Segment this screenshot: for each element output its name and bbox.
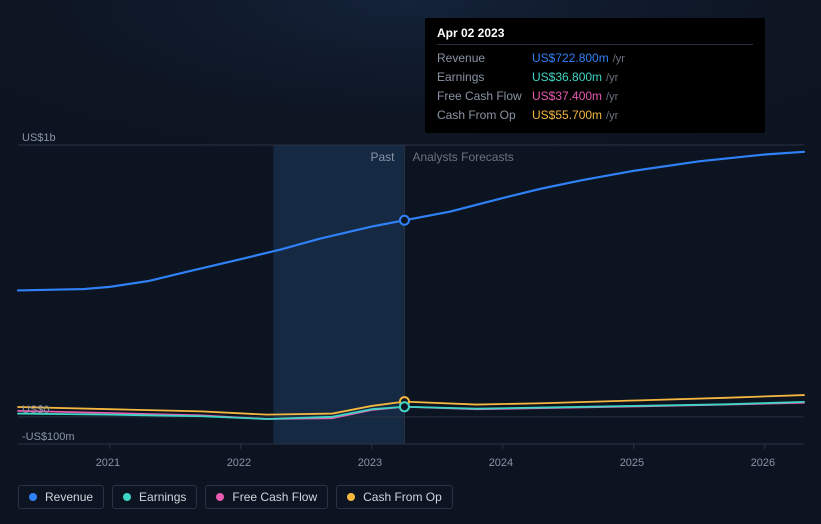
x-axis-label: 2024: [489, 457, 513, 469]
legend-item-label: Revenue: [45, 490, 93, 504]
legend-item-label: Earnings: [139, 490, 186, 504]
financials-chart: US$1b US$0 -US$100m 2021 2022 2023 2024 2025 20…: [0, 0, 821, 524]
tooltip-row: Cash From OpUS$55.700m/yr: [437, 106, 753, 125]
x-axis-label: 2021: [96, 457, 120, 469]
x-axis-label: 2025: [620, 457, 644, 469]
tooltip-row-value: US$37.400m: [532, 87, 602, 105]
legend-dot-icon: [123, 493, 131, 501]
legend-item[interactable]: Revenue: [18, 485, 104, 509]
tooltip-row-unit: /yr: [606, 107, 618, 125]
x-axis-label: 2023: [358, 457, 382, 469]
legend-item-label: Cash From Op: [363, 490, 442, 504]
y-axis-label: US$0: [22, 404, 50, 416]
tooltip-row-label: Revenue: [437, 49, 532, 67]
legend-dot-icon: [216, 493, 224, 501]
chart-legend: Revenue Earnings Free Cash Flow Cash From O…: [18, 485, 453, 509]
tooltip-row-value: US$36.800m: [532, 68, 602, 86]
legend-item-label: Free Cash Flow: [232, 490, 317, 504]
legend-item[interactable]: Cash From Op: [336, 485, 453, 509]
tooltip-row-label: Earnings: [437, 68, 532, 86]
y-axis-label: -US$100m: [22, 431, 75, 443]
tooltip-row-unit: /yr: [613, 50, 625, 68]
tooltip-date: Apr 02 2023: [437, 26, 753, 45]
forecast-label: Analysts Forecasts: [412, 150, 513, 164]
tooltip-row: EarningsUS$36.800m/yr: [437, 68, 753, 87]
x-axis-label: 2022: [227, 457, 251, 469]
legend-dot-icon: [29, 493, 37, 501]
y-axis-label: US$1b: [22, 132, 56, 144]
tooltip-row-value: US$55.700m: [532, 106, 602, 124]
legend-dot-icon: [347, 493, 355, 501]
legend-item[interactable]: Earnings: [112, 485, 197, 509]
tooltip-row-label: Free Cash Flow: [437, 87, 532, 105]
past-label: Past: [370, 150, 394, 164]
chart-tooltip: Apr 02 2023 RevenueUS$722.800m/yrEarning…: [425, 18, 765, 133]
tooltip-row: Free Cash FlowUS$37.400m/yr: [437, 87, 753, 106]
x-axis-label: 2026: [751, 457, 775, 469]
legend-item[interactable]: Free Cash Flow: [205, 485, 328, 509]
tooltip-row-value: US$722.800m: [532, 49, 609, 67]
tooltip-row-label: Cash From Op: [437, 106, 532, 124]
tooltip-row-unit: /yr: [606, 88, 618, 106]
tooltip-row: RevenueUS$722.800m/yr: [437, 49, 753, 68]
tooltip-row-unit: /yr: [606, 69, 618, 87]
